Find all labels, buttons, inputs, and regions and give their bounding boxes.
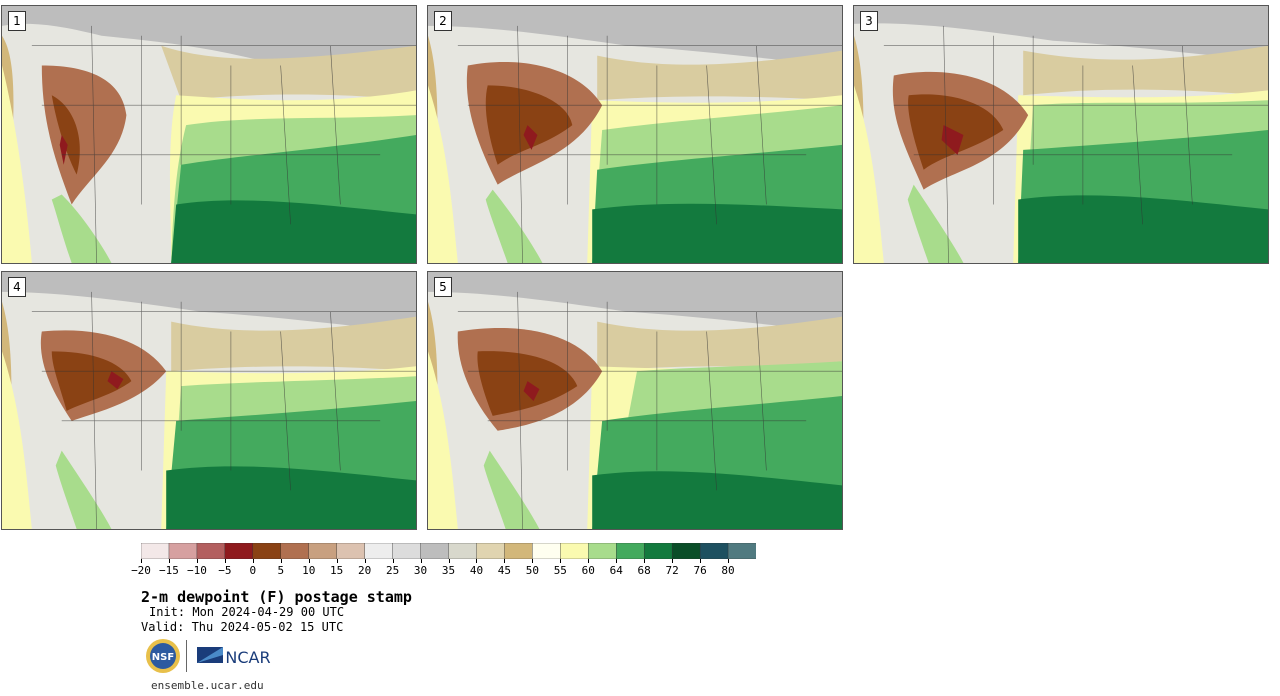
colorbar-swatch: [504, 543, 533, 559]
panel-number-badge: 1: [8, 11, 26, 31]
colorbar-swatch: [476, 543, 505, 559]
colorbar-tick-label: −10: [186, 564, 207, 577]
colorbar-swatch: [224, 543, 254, 559]
colorbar-swatch: [643, 543, 673, 559]
colorbar-tick: [168, 559, 170, 563]
colorbar-tick-label: 10: [302, 564, 316, 577]
colorbar-swatch: [532, 543, 561, 559]
colorbar-swatch: [448, 543, 477, 559]
colorbar-swatch: [280, 543, 310, 559]
colorbar-swatch: [364, 543, 394, 559]
colorbar-tick: [532, 559, 534, 563]
colorbar-tick-label: 35: [441, 564, 456, 577]
colorbar-swatch: [588, 543, 617, 559]
init-time: Init: Mon 2024-04-29 00 UTC: [149, 605, 345, 619]
colorbar-swatch: [141, 543, 170, 559]
colorbar-tick: [560, 559, 562, 563]
colorbar-tick-label: 0: [249, 564, 257, 577]
colorbar-tick-label: 72: [665, 564, 679, 577]
colorbar-tick: [280, 559, 282, 563]
colorbar-tick: [196, 559, 198, 563]
colorbar-tick: [476, 559, 478, 563]
colorbar-tick-label: −20: [131, 564, 151, 577]
colorbar-tick-label: 5: [277, 564, 285, 577]
colorbar-tick: [364, 559, 366, 563]
dewpoint-map: [2, 6, 416, 263]
colorbar-tick: [336, 559, 338, 563]
nsf-logo-text: NSF: [152, 652, 174, 663]
colorbar-tick-label: 50: [525, 564, 539, 577]
colorbar-tick-label: −15: [159, 564, 179, 577]
colorbar-ticks: −20 −15 −10 −5 0 5 10 15 20 25 30 35 40 45 50 55 60 64 68 7…: [131, 559, 756, 577]
logo-divider: [186, 640, 187, 672]
map-panel-2[interactable]: 2: [427, 5, 843, 264]
colorbar-tick: [141, 559, 142, 563]
map-panel-1[interactable]: 1: [1, 5, 417, 264]
colorbar-tick-label: 40: [469, 564, 484, 577]
map-panel-3[interactable]: 3: [853, 5, 1269, 264]
colorbar-tick: [252, 559, 254, 563]
colorbar-tick: [588, 559, 590, 563]
colorbar-tick-label: −5: [218, 564, 232, 577]
colorbar-swatch: [196, 543, 226, 559]
colorbar-tick: [504, 559, 506, 563]
valid-time: Valid: Thu 2024-05-02 15 UTC: [141, 620, 344, 634]
dewpoint-map: [2, 272, 416, 529]
colorbar-tick-label: 64: [609, 564, 623, 577]
colorbar-swatch: [252, 543, 282, 559]
colorbar-swatch: [699, 543, 729, 559]
website-link[interactable]: ensemble.ucar.edu: [151, 679, 264, 692]
ncar-logo-icon: NCAR: [197, 647, 271, 667]
figure-title: 2-m dewpoint (F) postage stamp: [141, 588, 412, 606]
map-panel-5[interactable]: 5: [427, 271, 843, 530]
colorbar-tick: [392, 559, 394, 563]
colorbar-tick: [700, 559, 702, 563]
dewpoint-map: [854, 6, 1268, 263]
colorbar-swatch: [616, 543, 645, 559]
colorbar-tick-label: 45: [497, 564, 512, 577]
colorbar-tick-label: 20: [358, 564, 372, 577]
colorbar-swatch: [560, 543, 589, 559]
colorbar-tick-label: 76: [693, 564, 707, 577]
colorbar-swatch: [308, 543, 338, 559]
colorbar-tick-label: 55: [553, 564, 567, 577]
nsf-logo-icon: NSF: [146, 639, 180, 673]
colorbar-tick-label: 60: [581, 564, 595, 577]
colorbar: [141, 543, 756, 559]
panel-number-badge: 5: [434, 277, 452, 297]
colorbar-swatch: [671, 543, 701, 559]
colorbar-tick: [728, 559, 730, 563]
colorbar-swatch: [168, 543, 198, 559]
colorbar-swatch: [392, 543, 422, 559]
dewpoint-map: [428, 272, 842, 529]
ncar-logo-text: NCAR: [225, 648, 270, 667]
logos: NSF NCAR: [146, 639, 271, 673]
colorbar-tick-label: 68: [637, 564, 651, 577]
colorbar-tick: [224, 559, 226, 563]
panel-number-badge: 2: [434, 11, 452, 31]
colorbar-tick: [308, 559, 310, 563]
colorbar-swatch: [420, 543, 449, 559]
colorbar-tick: [616, 559, 618, 563]
dewpoint-map: [428, 6, 842, 263]
panel-number-badge: 4: [8, 277, 26, 297]
colorbar-tick-label: 25: [385, 564, 400, 577]
panel-number-badge: 3: [860, 11, 878, 31]
colorbar-tick: [644, 559, 646, 563]
colorbar-swatch: [336, 543, 366, 559]
colorbar-tick: [420, 559, 422, 563]
colorbar-tick-label: 15: [330, 564, 344, 577]
colorbar-tick-label: 30: [413, 564, 428, 577]
colorbar-swatch: [727, 543, 756, 559]
colorbar-tick: [448, 559, 450, 563]
colorbar-tick: [672, 559, 674, 563]
map-panel-4[interactable]: 4: [1, 271, 417, 530]
colorbar-tick-label: 80: [721, 564, 735, 577]
